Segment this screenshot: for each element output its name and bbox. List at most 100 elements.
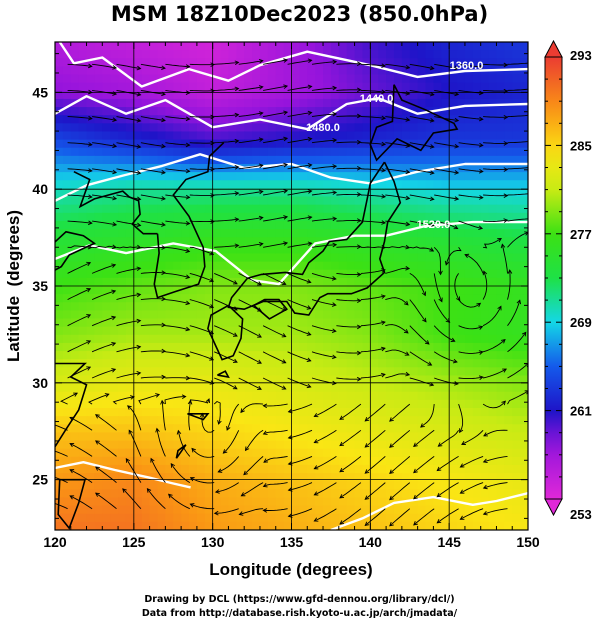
streamline [364,456,386,474]
streamline-arrow [232,385,238,390]
heat-cell [189,351,198,360]
heat-cell [157,66,166,76]
heat-cell [267,237,277,246]
heat-cell [267,399,277,409]
streamline [364,429,386,448]
heat-cell [449,237,458,246]
heat-cell [102,351,111,360]
heat-cell [417,383,427,393]
heat-cell [315,164,324,173]
heat-cell [275,98,285,108]
heat-cell [70,334,80,344]
heat-cell [189,204,198,214]
streamline [409,246,434,252]
heat-cell [362,98,371,108]
heat-cell [220,391,230,401]
heat-cell [504,318,513,328]
heat-cell [55,212,64,222]
heat-cell [449,58,458,67]
heat-cell [488,391,498,401]
heat-cell [149,318,159,328]
heat-cell [102,253,111,263]
heat-cell [417,505,427,515]
heat-cell [362,229,371,238]
heat-cell [409,58,419,67]
heat-cell [196,391,206,401]
heat-cell [228,464,237,474]
heat-cell [386,172,395,181]
heat-cell [401,440,411,450]
heat-cell [496,82,505,92]
heat-cell [488,399,498,409]
heat-cell [267,131,277,141]
heat-cell [55,473,64,482]
heat-cell [283,375,293,385]
heat-cell [78,90,88,100]
heat-cell [441,302,450,311]
heat-cell [409,180,419,189]
heat-cell [378,196,387,206]
streamline [127,405,142,431]
streamline [263,403,288,407]
streamline-arrow [161,374,167,380]
streamline [360,194,386,198]
heat-cell [457,220,466,230]
y-tick-label: 35 [32,278,48,294]
heat-cell [330,432,340,442]
streamline [67,314,91,327]
heat-cell [480,408,490,417]
streamline [385,349,410,356]
heat-cell [346,342,356,352]
streamline [483,142,508,144]
heat-cell [370,375,379,385]
heat-cell [212,505,222,515]
heat-cell [433,351,442,360]
heat-cell [354,497,364,507]
heat-cell [118,294,127,303]
heat-cell [78,505,88,515]
heat-cell [370,139,379,149]
heat-cell [504,432,513,442]
streamline-arrow [381,167,387,173]
heat-cell [401,245,411,255]
heat-cell [370,50,379,59]
heat-cell [504,302,513,311]
heat-cell [393,58,403,67]
heat-cell [315,399,324,409]
streamline [55,424,68,431]
heat-cell [133,489,143,499]
heat-cell [212,42,222,51]
heat-cell [425,74,434,84]
streamline-arrow [257,385,262,390]
heat-cell [354,464,364,474]
heat-cell [512,277,521,287]
heat-cell [457,489,466,499]
heat-cell [228,164,237,173]
heat-cell [362,253,371,263]
heat-cell [504,196,513,206]
heat-cell [386,342,395,352]
heat-cell [196,229,206,238]
heat-cell [315,432,324,442]
heat-cell [204,212,214,222]
heat-cell [441,98,450,108]
streamline-arrow [307,136,313,142]
heat-cell [472,391,482,401]
streamline-arrow [459,428,464,434]
heat-cell [252,399,261,409]
heat-cell [480,416,490,425]
heat-cell [386,489,395,499]
heat-cell [338,42,348,51]
streamline [214,351,238,363]
heat-cell [70,204,80,214]
heat-cell [386,253,395,263]
heat-cell [141,253,151,263]
heat-cell [220,383,230,393]
heat-cell [70,147,80,157]
heat-cell [464,123,474,133]
heat-cell [125,326,135,336]
heat-cell [323,432,332,442]
heat-cell [291,286,300,295]
heat-cell [244,286,253,295]
heat-cell [520,245,528,255]
